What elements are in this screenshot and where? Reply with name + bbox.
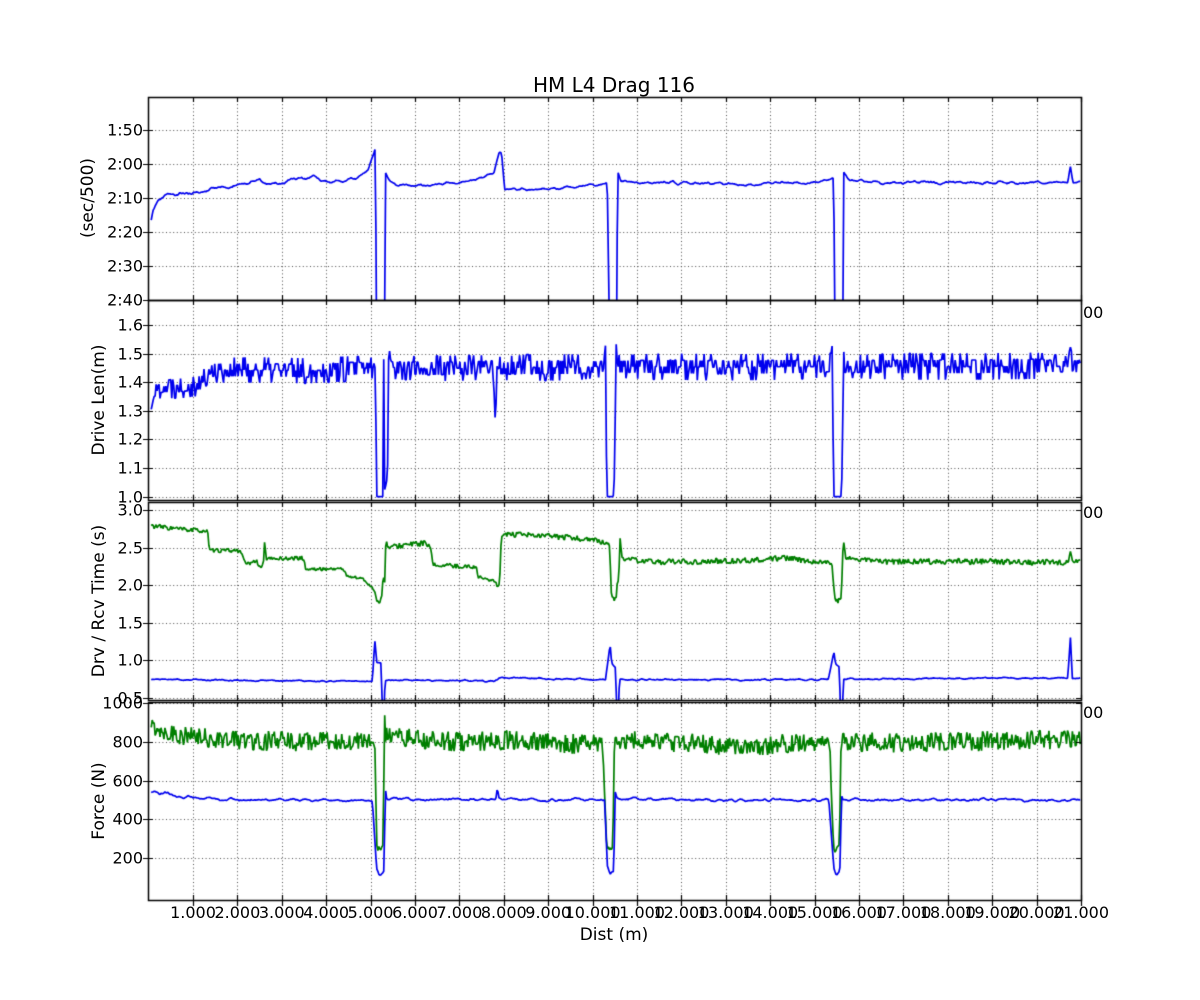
figure: HM L4 Drag 116 Dist (m) (sec/500) Drive … — [0, 0, 1200, 1000]
plot-canvas — [0, 0, 1200, 1000]
